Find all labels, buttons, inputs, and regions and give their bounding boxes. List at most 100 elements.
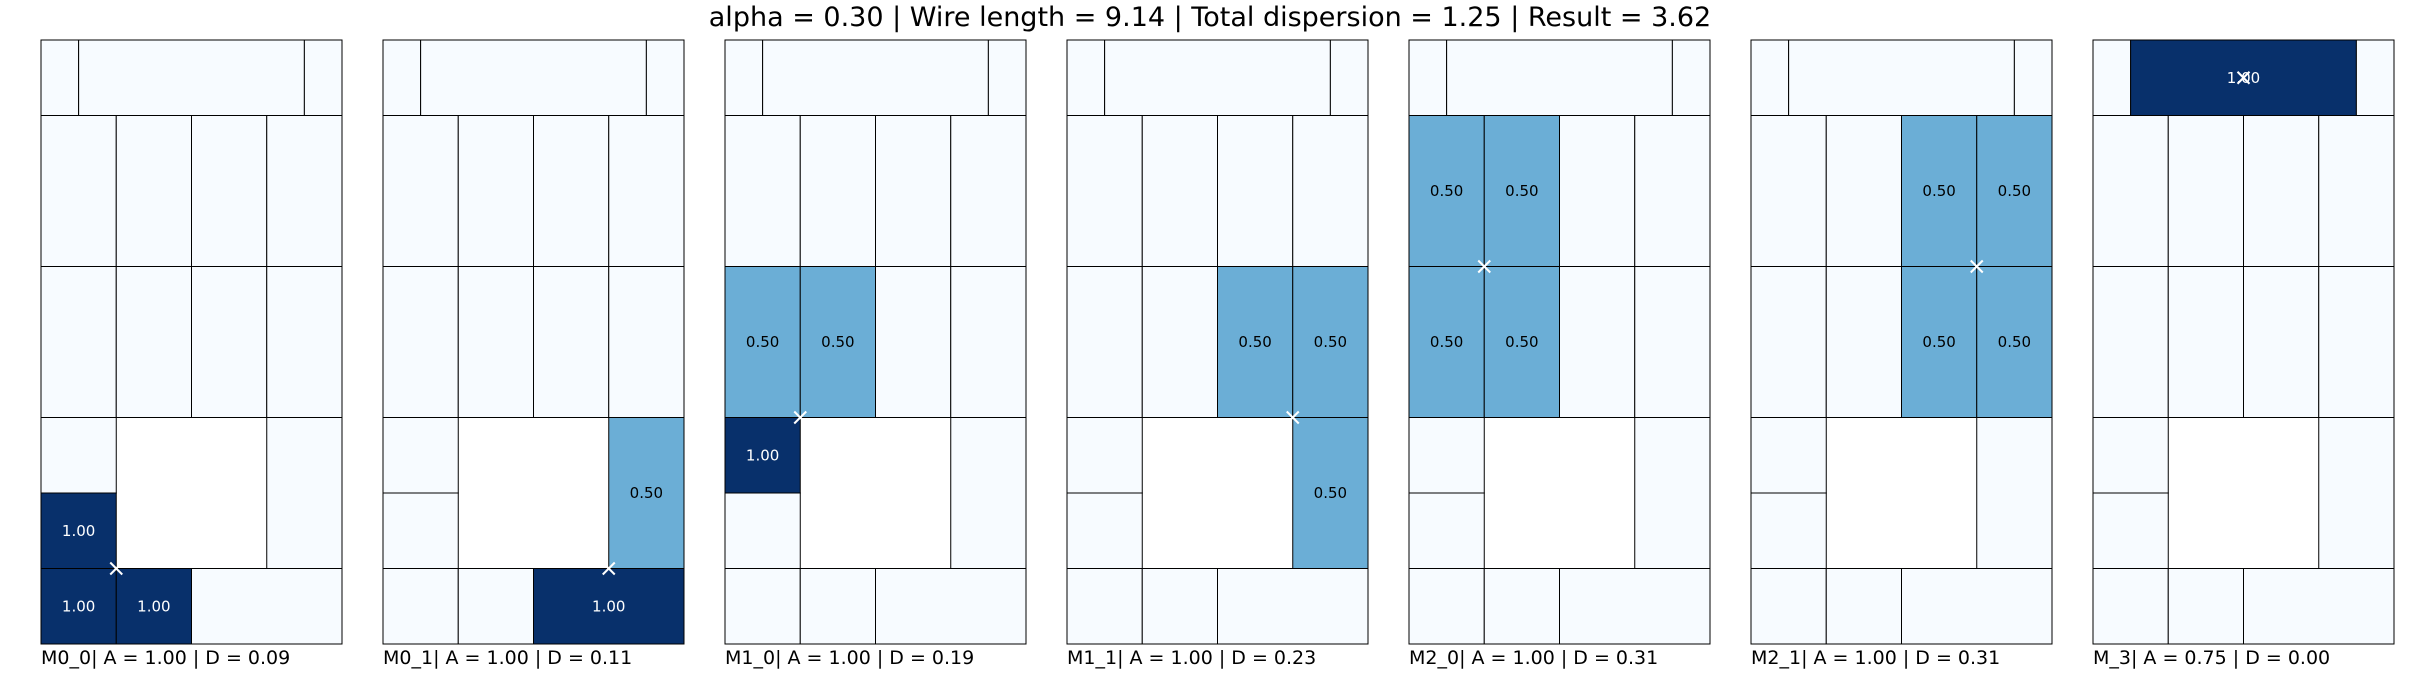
panel-caption: M1_0| A = 1.00 | D = 0.19	[725, 647, 974, 669]
grid-cell	[266, 266, 343, 418]
grid-cell	[1329, 39, 1369, 116]
grid-cell	[457, 568, 534, 645]
grid-cell	[40, 266, 117, 418]
centroid-marker	[793, 410, 807, 425]
grid-cell	[799, 266, 876, 418]
panel-2: 0.50 1.00 M0_1| A = 1.00 | D = 0.11	[382, 39, 685, 669]
grid-cell	[1483, 266, 1560, 418]
grid-cell	[950, 417, 1027, 569]
grid-cell	[1066, 115, 1143, 267]
grid-cell	[2243, 568, 2395, 645]
grid-cell	[40, 417, 117, 494]
grid-cell	[2013, 39, 2053, 116]
grid-cell	[1750, 266, 1827, 418]
grid-cell	[1750, 39, 1790, 116]
grid-cell	[40, 492, 117, 569]
grid-cell	[1408, 492, 1485, 569]
grid-cell	[1408, 417, 1485, 494]
grid-cell	[191, 115, 268, 267]
grid-cell	[762, 39, 989, 116]
grid-cell	[1066, 417, 1143, 494]
grid-cell	[382, 417, 459, 494]
grid-cell	[78, 39, 305, 116]
grid-cell	[724, 115, 801, 267]
cell-value-label: 1.00	[137, 597, 170, 615]
grid-cell	[875, 115, 952, 267]
centroid-marker	[109, 561, 123, 576]
panel-6: 0.50 0.50 0.50 0.50 M2_1| A = 1.00 | D = 0.3…	[1750, 39, 2053, 669]
grid-cell	[2355, 39, 2395, 116]
panel-5: 0.50 0.50 0.50 0.50 M2_0| A = 1.00 | D = 0.3…	[1408, 39, 1711, 669]
grid-cell	[1408, 115, 1485, 267]
grid-cell	[1901, 568, 2053, 645]
grid-cell	[1446, 39, 1673, 116]
grid-cell	[2318, 266, 2395, 418]
grid-cell	[115, 266, 192, 418]
grid-cell	[533, 568, 685, 645]
panel-4: 0.50 0.50 0.50 M1_1| A = 1.00 | D = 0.23	[1066, 39, 1369, 669]
panel-caption: M2_1| A = 1.00 | D = 0.31	[1751, 647, 2000, 669]
grid-cell	[875, 568, 1027, 645]
grid-cell	[457, 115, 534, 267]
grid-cell	[1292, 115, 1369, 267]
cell-value-label: 0.50	[1505, 182, 1538, 200]
grid-cell	[987, 39, 1027, 116]
centroid-marker	[1477, 259, 1491, 274]
grid-cell	[1141, 266, 1218, 418]
grid-cell	[1901, 115, 1978, 267]
grid-cell	[1825, 266, 1902, 418]
cell-value-label: 0.50	[1922, 333, 1955, 351]
grid-cell	[1066, 492, 1143, 569]
centroid-marker	[1970, 259, 1984, 274]
grid-cell	[2167, 266, 2244, 418]
panel-caption: M_3| A = 0.75 | D = 0.00	[2093, 647, 2330, 669]
cell-value-label: 0.50	[746, 333, 779, 351]
grid-cell	[1559, 568, 1711, 645]
cell-value-label: 0.50	[1430, 333, 1463, 351]
grid-cell	[533, 115, 610, 267]
grid-cell	[1408, 266, 1485, 418]
grid-cell	[1559, 115, 1636, 267]
grid-cell	[2092, 492, 2169, 569]
grid-cell	[950, 115, 1027, 267]
grid-cell	[2243, 266, 2320, 418]
centroid-marker	[602, 561, 616, 576]
grid-cell	[115, 115, 192, 267]
grid-cell	[1750, 492, 1827, 569]
grid-cell	[1141, 115, 1218, 267]
grid-cell	[2318, 115, 2395, 267]
cell-value-label: 0.50	[1430, 182, 1463, 200]
cell-value-label: 0.50	[1998, 333, 2031, 351]
grid-cell	[1141, 568, 1218, 645]
grid-cell	[2092, 115, 2169, 267]
grid-cell	[40, 39, 80, 116]
grid-cell	[1066, 266, 1143, 418]
grid-cell	[799, 115, 876, 267]
grid-cell	[1788, 39, 2015, 116]
grid-cell	[875, 266, 952, 418]
grid-cell	[950, 266, 1027, 418]
panel-caption: M2_0| A = 1.00 | D = 0.31	[1409, 647, 1658, 669]
cell-value-label: 1.00	[62, 522, 95, 540]
grid-cell	[1901, 266, 1978, 418]
grid-cell	[2092, 39, 2132, 116]
grid-cell	[724, 417, 801, 494]
cell-value-label: 0.50	[1314, 333, 1347, 351]
grid-cell	[1217, 115, 1294, 267]
grid-cell	[191, 266, 268, 418]
grid-cell	[1750, 568, 1827, 645]
grid-cell	[382, 39, 422, 116]
grid-cell	[1634, 266, 1711, 418]
grid-cell	[1750, 115, 1827, 267]
cell-value-label: 0.50	[630, 484, 663, 502]
grid-cell	[1104, 39, 1331, 116]
cell-value-label: 1.00	[746, 446, 779, 464]
grid-cell	[40, 115, 117, 267]
grid-cell	[1559, 266, 1636, 418]
grid-cell	[1825, 568, 1902, 645]
cell-value-label: 0.50	[1998, 182, 2031, 200]
centroid-marker	[1286, 410, 1300, 425]
cell-value-label: 0.50	[1505, 333, 1538, 351]
grid-cell	[724, 568, 801, 645]
